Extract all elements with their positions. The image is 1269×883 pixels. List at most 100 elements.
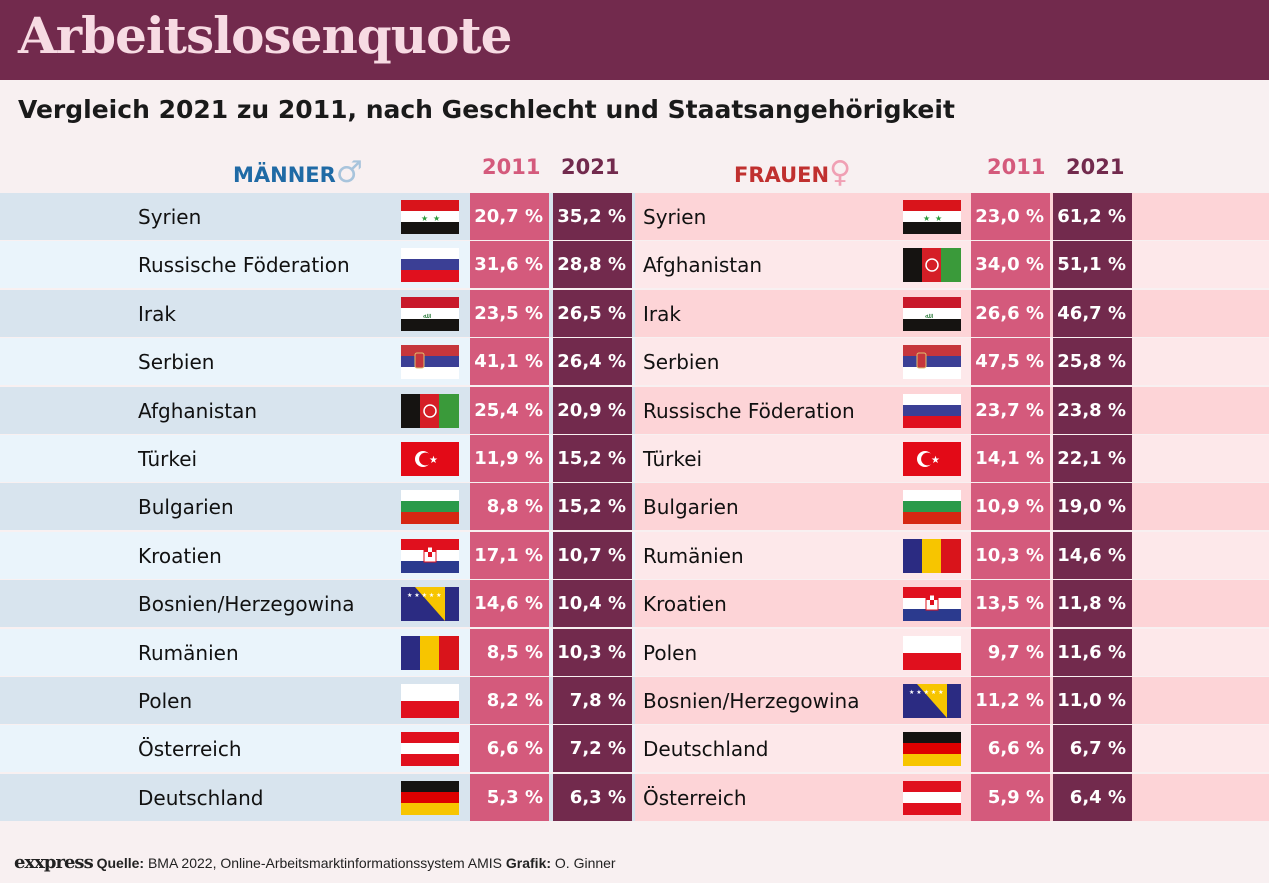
female-symbol-icon: ♀ bbox=[829, 155, 852, 190]
men-table-row: Rumänien 8,5 % 10,3 % bbox=[0, 628, 635, 676]
svg-text:★: ★ bbox=[433, 214, 440, 223]
svg-text:★: ★ bbox=[429, 455, 438, 466]
country-name: Rumänien bbox=[643, 543, 744, 568]
afghanistan-flag-icon bbox=[903, 248, 961, 283]
men-table-row: Bulgarien 8,8 % 15,2 % bbox=[0, 483, 635, 531]
value-2021: 61,2 % bbox=[1053, 193, 1132, 240]
men-header: MÄNNER♂ bbox=[233, 155, 363, 190]
value-2011: 34,0 % bbox=[971, 241, 1050, 289]
value-2011: 14,6 % bbox=[470, 580, 549, 628]
svg-text:★ ★ ★ ★ ★: ★ ★ ★ ★ ★ bbox=[407, 592, 442, 599]
croatia-flag-icon bbox=[903, 587, 961, 622]
value-2011: 6,6 % bbox=[470, 725, 549, 773]
value-2011: 23,0 % bbox=[971, 193, 1050, 240]
value-2021: 14,6 % bbox=[1053, 531, 1132, 579]
men-col-2021: 2021 bbox=[561, 155, 620, 179]
country-name: Polen bbox=[643, 640, 698, 665]
svg-text:ﷲ: ﷲ bbox=[925, 312, 933, 320]
men-table-row: Serbien 41,1 % 26,4 % bbox=[0, 338, 635, 386]
value-2011: 5,9 % bbox=[971, 773, 1050, 821]
women-label: FRAUEN bbox=[734, 163, 830, 187]
men-table-row: Syrien ★ ★ 20,7 % 35,2 % bbox=[0, 193, 635, 240]
value-2021: 11,8 % bbox=[1053, 580, 1132, 628]
value-2021: 6,7 % bbox=[1053, 725, 1132, 773]
value-2011: 11,9 % bbox=[470, 435, 549, 482]
value-2021: 15,2 % bbox=[553, 435, 632, 482]
value-2021: 51,1 % bbox=[1053, 241, 1132, 289]
russia-flag-icon bbox=[903, 393, 961, 428]
country-name: Serbien bbox=[138, 350, 215, 375]
country-name: Irak bbox=[138, 301, 176, 326]
value-2011: 47,5 % bbox=[971, 338, 1050, 386]
value-2011: 14,1 % bbox=[971, 435, 1050, 482]
value-2021: 10,7 % bbox=[553, 531, 632, 579]
country-name: Deutschland bbox=[643, 737, 769, 762]
men-table-row: Österreich 6,6 % 7,2 % bbox=[0, 725, 635, 773]
croatia-flag-icon bbox=[401, 538, 459, 573]
value-2021: 35,2 % bbox=[553, 193, 632, 240]
country-name: Rumänien bbox=[138, 640, 239, 665]
value-2021: 6,3 % bbox=[553, 773, 632, 821]
men-table-row: Irak ﷲ 23,5 % 26,5 % bbox=[0, 289, 635, 337]
bosnia-flag-icon: ★ ★ ★ ★ ★ bbox=[903, 684, 961, 718]
source-text: BMA 2022, Online-Arbeitsmarktinformation… bbox=[147, 855, 502, 871]
iraq-flag-icon: ﷲ bbox=[401, 296, 459, 331]
footer: exxpress Quelle: BMA 2022, Online-Arbeit… bbox=[14, 852, 616, 873]
men-table-row: Türkei ★ 11,9 % 15,2 % bbox=[0, 435, 635, 482]
bulgaria-flag-icon bbox=[401, 490, 459, 525]
country-name: Österreich bbox=[643, 785, 747, 810]
men-table-row: Afghanistan 25,4 % 20,9 % bbox=[0, 386, 635, 434]
value-2011: 10,3 % bbox=[971, 531, 1050, 579]
svg-text:★: ★ bbox=[923, 214, 930, 223]
bosnia-flag-icon: ★ ★ ★ ★ ★ bbox=[401, 587, 459, 622]
serbia-flag-icon bbox=[903, 345, 961, 380]
graphic-credit: O. Ginner bbox=[554, 855, 616, 871]
women-table-row: Deutschland 6,6 % 6,7 % bbox=[635, 725, 1269, 773]
country-name: Bosnien/Herzegowina bbox=[138, 592, 355, 617]
svg-text:★ ★ ★ ★ ★: ★ ★ ★ ★ ★ bbox=[909, 689, 944, 696]
svg-text:★: ★ bbox=[931, 455, 940, 466]
men-label: MÄNNER bbox=[233, 163, 336, 187]
country-name: Deutschland bbox=[138, 785, 264, 810]
svg-text:★: ★ bbox=[935, 214, 942, 223]
value-2021: 46,7 % bbox=[1053, 289, 1132, 337]
value-2021: 11,0 % bbox=[1053, 677, 1132, 724]
graphic-label: Grafik: bbox=[505, 855, 552, 871]
romania-flag-icon bbox=[401, 635, 459, 670]
women-table-row: Bulgarien 10,9 % 19,0 % bbox=[635, 483, 1269, 531]
male-symbol-icon: ♂ bbox=[335, 155, 363, 190]
women-table-row: Rumänien 10,3 % 14,6 % bbox=[635, 531, 1269, 579]
women-table-row: Serbien 47,5 % 25,8 % bbox=[635, 338, 1269, 386]
men-table-row: Russische Föderation 31,6 % 28,8 % bbox=[0, 241, 635, 289]
men-table-row: Deutschland 5,3 % 6,3 % bbox=[0, 773, 635, 821]
value-2011: 20,7 % bbox=[470, 193, 549, 240]
value-2021: 15,2 % bbox=[553, 483, 632, 531]
value-2021: 25,8 % bbox=[1053, 338, 1132, 386]
country-name: Polen bbox=[138, 689, 193, 713]
value-2021: 6,4 % bbox=[1053, 773, 1132, 821]
value-2011: 8,8 % bbox=[470, 483, 549, 531]
country-name: Bosnien/Herzegowina bbox=[643, 689, 860, 713]
value-2021: 20,9 % bbox=[553, 386, 632, 434]
country-name: Irak bbox=[643, 301, 681, 326]
value-2021: 22,1 % bbox=[1053, 435, 1132, 482]
bulgaria-flag-icon bbox=[903, 490, 961, 525]
men-table-row: Bosnien/Herzegowina ★ ★ ★ ★ ★ 14,6 % 10,… bbox=[0, 580, 635, 628]
value-2011: 6,6 % bbox=[971, 725, 1050, 773]
value-2021: 10,4 % bbox=[553, 580, 632, 628]
value-2021: 19,0 % bbox=[1053, 483, 1132, 531]
men-table-row: Polen 8,2 % 7,8 % bbox=[0, 677, 635, 724]
country-name: Syrien bbox=[138, 205, 202, 229]
men-table-row: Kroatien 17,1 % 10,7 % bbox=[0, 531, 635, 579]
serbia-flag-icon bbox=[401, 345, 459, 380]
value-2011: 17,1 % bbox=[470, 531, 549, 579]
country-name: Bulgarien bbox=[138, 495, 234, 520]
svg-text:★: ★ bbox=[421, 214, 428, 223]
austria-flag-icon bbox=[903, 780, 961, 815]
women-table-row: Bosnien/Herzegowina ★ ★ ★ ★ ★ 11,2 % 11,… bbox=[635, 677, 1269, 724]
poland-flag-icon bbox=[903, 635, 961, 670]
country-name: Serbien bbox=[643, 350, 720, 375]
country-name: Kroatien bbox=[138, 543, 222, 568]
value-2021: 28,8 % bbox=[553, 241, 632, 289]
value-2011: 23,5 % bbox=[470, 289, 549, 337]
